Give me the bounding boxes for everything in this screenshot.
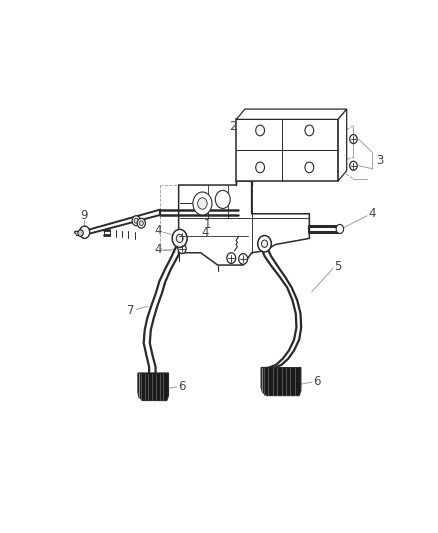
Circle shape	[305, 162, 314, 173]
Circle shape	[80, 226, 90, 238]
Circle shape	[336, 224, 344, 233]
Polygon shape	[179, 181, 309, 265]
Text: 4: 4	[201, 226, 209, 239]
Circle shape	[350, 161, 357, 170]
Circle shape	[256, 162, 265, 173]
Text: 4: 4	[155, 243, 162, 256]
Circle shape	[258, 236, 271, 252]
Circle shape	[132, 216, 140, 225]
Circle shape	[134, 219, 138, 223]
Text: 4: 4	[368, 207, 376, 220]
Circle shape	[78, 230, 83, 236]
Circle shape	[172, 229, 187, 247]
Circle shape	[198, 198, 207, 209]
Circle shape	[305, 125, 314, 136]
Circle shape	[227, 253, 236, 263]
Text: 7: 7	[127, 304, 134, 317]
Circle shape	[139, 221, 143, 225]
Circle shape	[350, 134, 357, 143]
Text: 9: 9	[80, 209, 87, 222]
Circle shape	[261, 240, 268, 247]
Polygon shape	[237, 119, 338, 181]
Polygon shape	[138, 373, 169, 400]
Polygon shape	[338, 109, 346, 181]
Polygon shape	[237, 109, 346, 119]
Text: 2: 2	[229, 120, 237, 133]
Circle shape	[137, 219, 145, 228]
Circle shape	[256, 125, 265, 136]
Text: 5: 5	[334, 260, 342, 273]
Circle shape	[239, 254, 247, 264]
Circle shape	[178, 244, 186, 254]
Circle shape	[178, 231, 186, 241]
Text: 1: 1	[204, 219, 211, 231]
Polygon shape	[261, 368, 301, 395]
Circle shape	[215, 190, 230, 208]
Text: 4: 4	[155, 224, 162, 237]
Circle shape	[193, 192, 212, 215]
Circle shape	[176, 235, 183, 243]
Text: 3: 3	[376, 154, 384, 167]
Text: 6: 6	[314, 375, 321, 387]
Text: 6: 6	[178, 379, 186, 393]
